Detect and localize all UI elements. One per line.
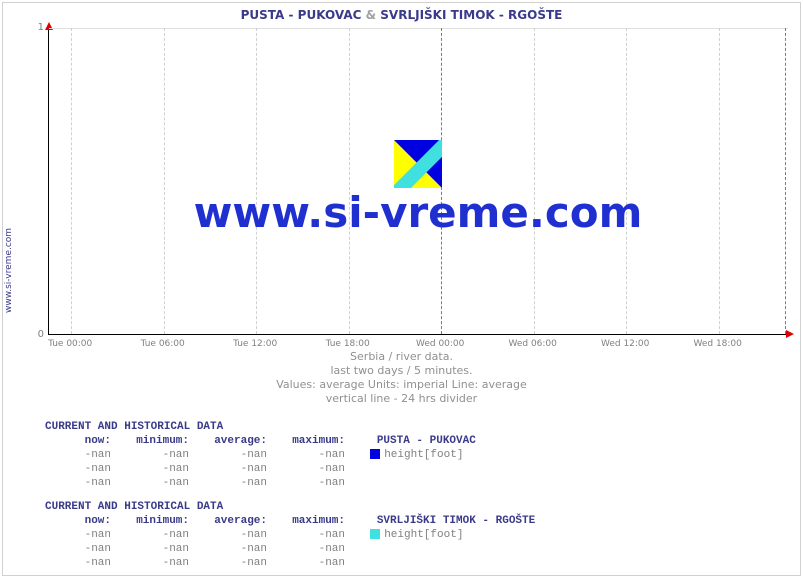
center-watermark: www.si-vreme.com bbox=[48, 140, 788, 237]
table-row: -nan-nan-nan-nan bbox=[45, 542, 535, 556]
table-cell: -nan bbox=[279, 556, 357, 570]
title-station-2: SVRLJIŠKI TIMOK - RGOŠTE bbox=[380, 8, 562, 22]
y-tick-label: 1 bbox=[4, 22, 44, 33]
table-cell: -nan bbox=[279, 542, 357, 556]
table-cell: -nan bbox=[45, 556, 123, 570]
table-cell: -nan bbox=[201, 542, 279, 556]
x-tick-label: Tue 12:00 bbox=[215, 339, 295, 349]
station-name: SVRLJIŠKI TIMOK - RGOŠTE bbox=[377, 515, 535, 527]
table-cell: -nan bbox=[123, 528, 201, 542]
x-tick-label: Wed 00:00 bbox=[400, 339, 480, 349]
chart-title: PUSTA - PUKOVAC & SVRLJIŠKI TIMOK - RGOŠ… bbox=[0, 8, 803, 22]
series-swatch-icon bbox=[370, 449, 380, 459]
metric-label: height[foot] bbox=[384, 449, 463, 461]
col-label: maximum: bbox=[279, 514, 357, 528]
col-label: now: bbox=[45, 434, 123, 448]
table-row: -nan-nan-nan-nan bbox=[45, 556, 535, 570]
col-label: minimum: bbox=[123, 514, 201, 528]
table-col-labels: now:minimum:average:maximum: PUSTA - PUK… bbox=[45, 434, 476, 448]
x-tick-label: Wed 12:00 bbox=[585, 339, 665, 349]
table-header: CURRENT AND HISTORICAL DATA bbox=[45, 500, 535, 514]
table-cell: -nan bbox=[279, 528, 357, 542]
table-cell: -nan bbox=[45, 476, 123, 490]
table-cell: -nan bbox=[201, 528, 279, 542]
side-watermark: www.si-vreme.com bbox=[2, 170, 16, 370]
caption-line-3: Values: average Units: imperial Line: av… bbox=[0, 378, 803, 392]
table-cell: -nan bbox=[123, 542, 201, 556]
table-row: -nan-nan-nan-nan bbox=[45, 462, 476, 476]
watermark-text: www.si-vreme.com bbox=[194, 188, 643, 237]
table-row: -nan-nan-nan-nan bbox=[45, 476, 476, 490]
title-station-1: PUSTA - PUKOVAC bbox=[241, 8, 362, 22]
series-swatch-icon bbox=[370, 529, 380, 539]
table-cell: -nan bbox=[45, 462, 123, 476]
col-label: average: bbox=[201, 434, 279, 448]
x-tick-label: Tue 18:00 bbox=[308, 339, 388, 349]
caption-line-2: last two days / 5 minutes. bbox=[0, 364, 803, 378]
table-cell: -nan bbox=[123, 448, 201, 462]
x-tick-label: Wed 18:00 bbox=[678, 339, 758, 349]
table-row: -nan-nan-nan-nan height[foot] bbox=[45, 448, 476, 462]
table-cell: -nan bbox=[45, 528, 123, 542]
grid-line-h bbox=[49, 28, 788, 29]
table-cell: -nan bbox=[123, 476, 201, 490]
table-cell: -nan bbox=[279, 462, 357, 476]
title-ampersand: & bbox=[366, 8, 376, 22]
table-cell: -nan bbox=[201, 556, 279, 570]
col-label: now: bbox=[45, 514, 123, 528]
caption-line-1: Serbia / river data. bbox=[0, 350, 803, 364]
table-cell: -nan bbox=[279, 448, 357, 462]
chart-caption: Serbia / river data. last two days / 5 m… bbox=[0, 350, 803, 406]
table-cell: -nan bbox=[201, 476, 279, 490]
x-axis-arrow-icon bbox=[786, 330, 794, 338]
table-header: CURRENT AND HISTORICAL DATA bbox=[45, 420, 476, 434]
data-table-2: CURRENT AND HISTORICAL DATAnow:minimum:a… bbox=[45, 500, 535, 570]
table-cell: -nan bbox=[123, 462, 201, 476]
table-cell: -nan bbox=[45, 448, 123, 462]
col-label: average: bbox=[201, 514, 279, 528]
table-cell: -nan bbox=[279, 476, 357, 490]
col-label: maximum: bbox=[279, 434, 357, 448]
x-tick-label: Tue 06:00 bbox=[123, 339, 203, 349]
col-label: minimum: bbox=[123, 434, 201, 448]
table-row: -nan-nan-nan-nan height[foot] bbox=[45, 528, 535, 542]
x-tick-label: Tue 00:00 bbox=[30, 339, 110, 349]
table-cell: -nan bbox=[45, 542, 123, 556]
table-cell: -nan bbox=[201, 462, 279, 476]
metric-label: height[foot] bbox=[384, 529, 463, 541]
station-name: PUSTA - PUKOVAC bbox=[377, 435, 476, 447]
x-tick-label: Wed 06:00 bbox=[493, 339, 573, 349]
table-cell: -nan bbox=[201, 448, 279, 462]
caption-line-4: vertical line - 24 hrs divider bbox=[0, 392, 803, 406]
table-cell: -nan bbox=[123, 556, 201, 570]
data-table-1: CURRENT AND HISTORICAL DATAnow:minimum:a… bbox=[45, 420, 476, 490]
table-col-labels: now:minimum:average:maximum: SVRLJIŠKI T… bbox=[45, 514, 535, 528]
watermark-logo-icon bbox=[394, 140, 442, 188]
